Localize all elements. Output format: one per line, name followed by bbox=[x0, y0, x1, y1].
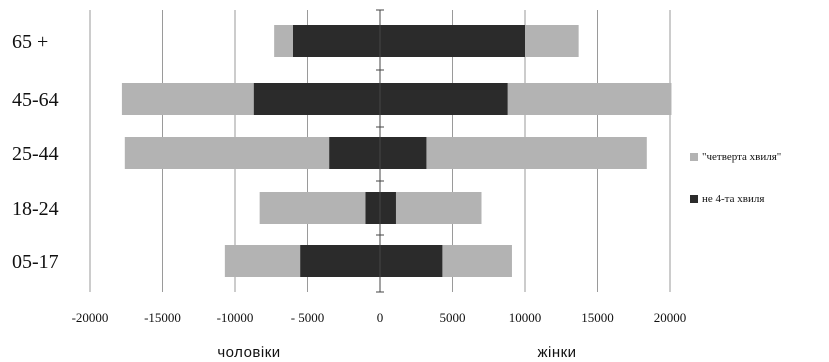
category-label: 25-44 bbox=[12, 143, 59, 165]
legend-swatch-fourth-wave bbox=[690, 153, 698, 161]
legend-item-fourth-wave: "четверта хвиля" bbox=[690, 151, 781, 163]
x-tick-label: 10000 bbox=[509, 310, 542, 325]
x-tick-label: 5000 bbox=[440, 310, 466, 325]
x-tick-label: 15000 bbox=[581, 310, 614, 325]
category-label: 18-24 bbox=[12, 198, 59, 220]
x-tick-label: -15000 bbox=[144, 310, 181, 325]
bar-not-fourth-wave-0 bbox=[293, 25, 525, 57]
x-tick-label: -20000 bbox=[72, 310, 109, 325]
x-axis-title-right: жінки bbox=[537, 344, 576, 361]
x-tick-label: -10000 bbox=[217, 310, 254, 325]
legend-item-not-fourth-wave: не 4-та хвиля bbox=[690, 193, 764, 205]
axes bbox=[376, 9, 384, 293]
category-label: 45-64 bbox=[12, 89, 59, 111]
bar-not-fourth-wave-2 bbox=[329, 137, 427, 169]
x-tick-label: - 5000 bbox=[291, 310, 325, 325]
bar-not-fourth-wave-4 bbox=[300, 245, 443, 277]
x-tick-label: 0 bbox=[377, 310, 384, 325]
bars bbox=[121, 25, 672, 277]
labels: -20000 -15000 -10000 - 5000 0 5000 10000 15000 2… bbox=[12, 31, 686, 325]
bar-not-fourth-wave-3 bbox=[365, 192, 396, 224]
legend-swatch-not-fourth-wave bbox=[690, 195, 698, 203]
x-tick-label: 20000 bbox=[654, 310, 687, 325]
legend-label-fourth-wave: "четверта хвиля" bbox=[702, 151, 782, 163]
x-axis-title-left: чоловіки bbox=[217, 344, 280, 361]
bar-not-fourth-wave-1 bbox=[253, 83, 508, 115]
category-label: 65 + bbox=[12, 31, 48, 53]
legend-label-not-fourth-wave: не 4-та хвиля bbox=[702, 193, 765, 205]
category-label: 05-17 bbox=[12, 251, 59, 273]
